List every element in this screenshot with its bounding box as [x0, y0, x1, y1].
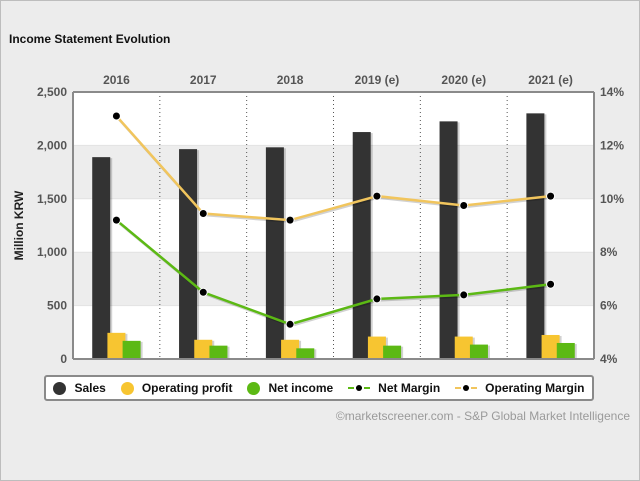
- legend-label-sales: Sales: [74, 381, 106, 395]
- y-tick-label: 1,000: [37, 245, 67, 259]
- bars: [92, 113, 577, 360]
- x-tick-label: 2016: [103, 73, 130, 87]
- bar-net-income: [209, 345, 228, 359]
- y-tick-label: 2,500: [37, 85, 67, 99]
- legend-swatch-operating-profit: [120, 381, 134, 395]
- point-operating-margin: [199, 209, 207, 217]
- y2-tick-label: 10%: [600, 192, 624, 206]
- bar-sales: [352, 132, 371, 359]
- legend-swatch-net-margin: [348, 383, 371, 393]
- y-tick-label: 1,500: [37, 192, 67, 206]
- legend: Sales Operating profit Net income Net Ma…: [44, 375, 594, 401]
- y-tick-label: 0: [60, 352, 67, 366]
- point-operating-margin: [286, 216, 294, 224]
- legend-label-net-margin: Net Margin: [378, 381, 441, 395]
- bar-sales: [179, 149, 198, 359]
- point-net-margin: [286, 320, 294, 328]
- bar-operating-profit: [454, 336, 473, 359]
- y-tick-label: 500: [47, 299, 67, 313]
- point-net-margin: [112, 216, 120, 224]
- bar-sales: [92, 157, 111, 359]
- y-axis-title: Million KRW: [12, 190, 26, 260]
- legend-item-operating-margin[interactable]: Operating Margin: [455, 381, 585, 395]
- y-tick-label: 2,000: [37, 138, 67, 152]
- x-tick-label: 2019 (e): [355, 73, 400, 87]
- y2-tick-label: 8%: [600, 245, 618, 259]
- legend-item-operating-profit[interactable]: Operating profit: [120, 381, 233, 395]
- bar-operating-profit: [367, 336, 386, 359]
- point-operating-margin: [112, 112, 120, 120]
- point-net-margin: [373, 295, 381, 303]
- chart-title: Income Statement Evolution: [9, 32, 171, 46]
- bar-operating-profit: [107, 332, 126, 359]
- x-tick-label: 2018: [277, 73, 304, 87]
- margin-lines: [111, 111, 556, 329]
- bar-net-income: [296, 348, 315, 359]
- y2-tick-label: 6%: [600, 299, 618, 313]
- x-tick-label: 2020 (e): [441, 73, 486, 87]
- y2-tick-label: 14%: [600, 85, 624, 99]
- axis-labels: 0 500 1,000 1,500 2,000 2,500 4% 6% 8% 10% 12% 14% 2…: [12, 73, 624, 366]
- bar-net-income: [383, 345, 402, 359]
- bar-operating-profit: [194, 339, 213, 359]
- x-tick-label: 2021 (e): [528, 73, 573, 87]
- bar-sales: [526, 113, 545, 359]
- legend-label-net-income: Net income: [268, 381, 334, 395]
- axes: [72, 91, 595, 360]
- legend-swatch-operating-margin: [455, 383, 478, 393]
- category-separators: [159, 92, 508, 359]
- x-tick-label: 2017: [190, 73, 217, 87]
- legend-label-operating-margin: Operating Margin: [485, 381, 585, 395]
- legend-item-net-margin[interactable]: Net Margin: [348, 381, 440, 395]
- line-operating-margin: [115, 115, 551, 222]
- point-operating-margin: [373, 192, 381, 200]
- legend-swatch-sales: [53, 381, 67, 395]
- bar-operating-profit: [281, 339, 300, 359]
- legend-label-operating-profit: Operating profit: [141, 381, 233, 395]
- bar-net-income: [122, 340, 141, 359]
- line-net-margin: [115, 219, 551, 326]
- legend-item-sales[interactable]: Sales: [53, 381, 106, 395]
- bar-net-income: [469, 344, 488, 359]
- point-net-margin: [547, 280, 555, 288]
- bar-net-income: [556, 342, 575, 359]
- point-net-margin: [460, 291, 468, 299]
- bar-sales: [439, 121, 458, 360]
- bar-operating-profit: [541, 334, 560, 359]
- bar-sales: [265, 147, 284, 359]
- legend-item-net-income[interactable]: Net income: [247, 381, 333, 395]
- legend-swatch-net-income: [247, 381, 261, 395]
- point-net-margin: [199, 288, 207, 296]
- source-credit: ©marketscreener.com - S&P Global Market …: [335, 409, 630, 423]
- point-operating-margin: [460, 201, 468, 209]
- y2-tick-label: 4%: [600, 352, 618, 366]
- y2-tick-label: 12%: [600, 138, 624, 152]
- point-operating-margin: [547, 192, 555, 200]
